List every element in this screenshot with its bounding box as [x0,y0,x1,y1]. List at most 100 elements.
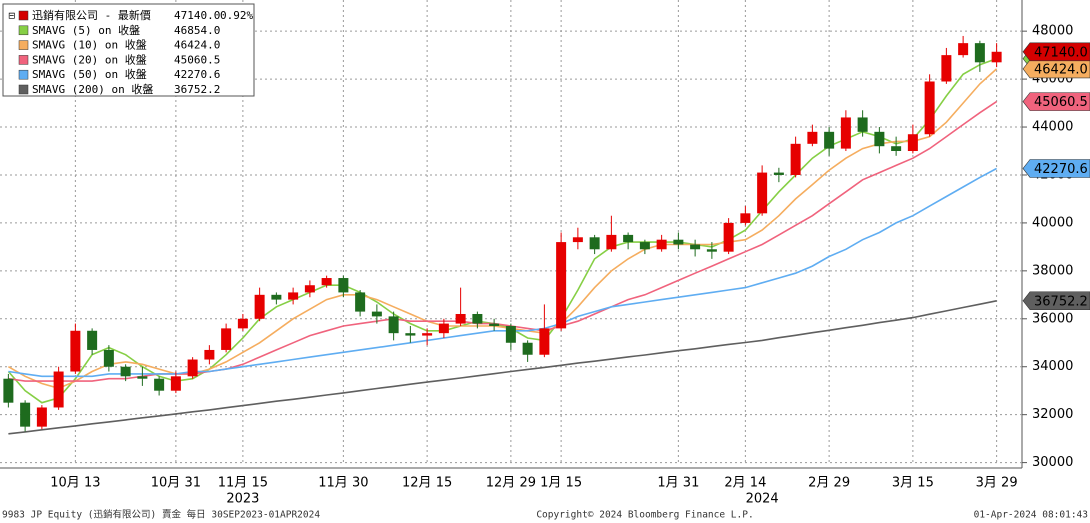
candle-body [237,318,248,329]
x-tick-label: 11月 30 [318,476,368,491]
value-tag [1022,42,1090,62]
x-tick-label: 3月 29 [976,476,1018,491]
year-label: 2023 [226,492,259,507]
legend-label: SMAVG (20) on 收盤 [32,52,147,66]
y-tick-label: 44000 [1032,120,1073,135]
sma-line [8,167,997,378]
candle-body [539,328,550,355]
candle-body [840,117,851,149]
candle-body [103,349,114,367]
legend-box [2,3,255,97]
value-tag [1022,291,1090,311]
candle-body [36,407,47,427]
legend-value: 46854.0 [174,24,220,37]
candle-body [958,43,969,56]
candle-body [740,213,751,223]
candle-body [170,376,181,391]
candle-body [857,117,868,132]
legend-swatch [18,40,29,50]
candle-body [606,234,617,250]
candle-body [187,359,198,377]
candle-body [874,131,885,147]
legend-value: 46424.0 [174,39,220,52]
candle-body [505,325,516,343]
legend-label: SMAVG (10) on 收盤 [32,38,147,52]
value-tag-label: 45060.5 [1034,95,1088,110]
candle-body [589,237,600,250]
sma-line [8,300,997,435]
candle-body [3,378,14,403]
candle-body [623,234,634,243]
legend-swatch [18,25,29,36]
x-tick-label: 3月 15 [892,476,934,491]
y-tick-label: 30000 [1032,455,1073,470]
candle-body [807,131,818,144]
candle-body [371,311,382,317]
candle-body [907,134,918,152]
candle-body [639,242,650,250]
value-tag-label: 36752.2 [1034,294,1088,309]
candle-body [304,285,315,293]
candle-body [288,292,299,300]
legend-label: SMAVG (50) on 收盤 [32,67,147,81]
y-tick-label: 48000 [1032,24,1073,39]
legend-value: 47140.0 [174,9,220,22]
legend-change: 0.92% [220,9,253,22]
x-tick-label: 2月 14 [724,476,766,491]
y-tick-label: 40000 [1032,215,1073,230]
footer-right: 01-Apr-2024 08:01:43 [974,510,1088,521]
candle-body [321,278,332,286]
y-tick-label: 32000 [1032,407,1073,422]
legend-value: 36752.2 [174,83,220,96]
candle-body [891,146,902,152]
candle-body [154,378,165,391]
value-tag [1022,92,1090,111]
x-tick-label: 1月 31 [657,476,699,491]
candle-body [991,51,1002,63]
legend-swatch [18,84,29,95]
candle-body [924,81,935,135]
candle-body [723,222,734,252]
legend-swatch [18,10,29,21]
footer-left: 9983 JP Equity (迅銷有限公司) 賣金 每日 30SEP2023-… [2,509,320,521]
value-tag-label: 47140.0 [1034,45,1088,60]
legend-collapse: ⊟ [8,12,16,22]
candle-body [522,342,533,355]
candle-body [137,376,148,379]
candle-body [974,43,985,63]
legend-label: 迅銷有限公司 - 最新價 [32,8,151,22]
candle-body [757,172,768,214]
y-tick-label: 38000 [1032,263,1073,278]
candle-body [690,244,701,250]
x-tick-label: 10月 31 [151,476,201,491]
x-tick-label: 1月 15 [540,476,582,491]
candle-body [572,237,583,243]
candle-body [53,371,64,408]
candle-body [204,349,215,360]
candle-body [338,278,349,293]
legend-swatch [18,69,29,80]
x-tick-label: 12月 29 [486,476,536,491]
candle-body [438,323,449,334]
candle-body [355,292,366,312]
value-tag [1022,59,1090,79]
candle-body [388,316,399,334]
candle-body [556,242,567,329]
y-tick-label: 36000 [1032,311,1073,326]
legend-label: SMAVG (5) on 收盤 [32,23,140,37]
x-tick-label: 11月 15 [218,476,268,491]
legend-value: 45060.5 [174,53,220,66]
candle-body [120,366,131,377]
value-tag-label: 46424.0 [1034,62,1088,77]
candle-body [790,143,801,175]
legend-label: SMAVG (200) on 收盤 [32,82,153,96]
candle-body [455,313,466,324]
legend-swatch [18,55,29,65]
candle-body [941,55,952,82]
legend-value: 42270.6 [174,68,220,81]
candle-body [87,330,98,350]
footer-center: Copyright© 2024 Bloomberg Finance L.P. [536,510,753,521]
x-tick-label: 2月 29 [808,476,850,491]
candle-body [489,323,500,326]
